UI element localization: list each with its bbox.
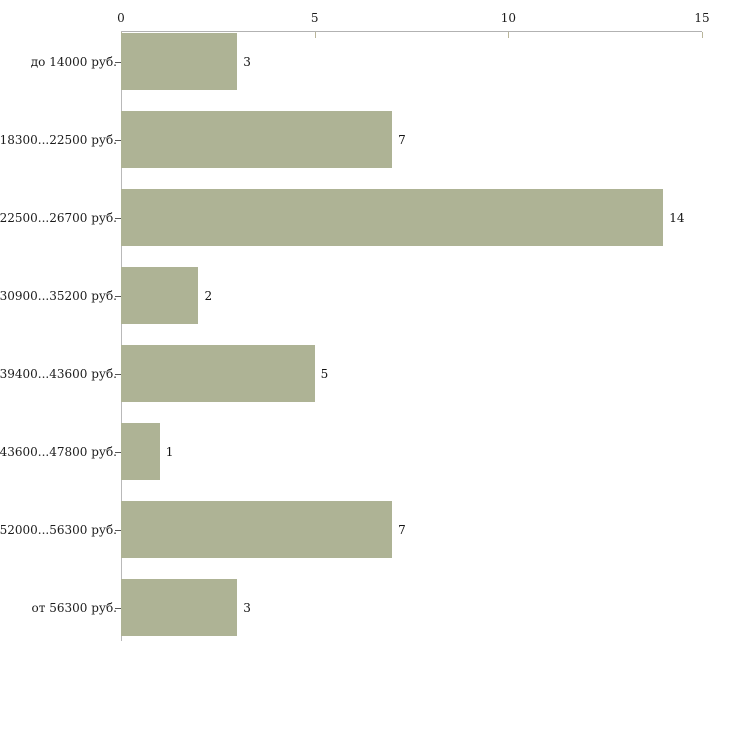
bar bbox=[121, 33, 238, 90]
y-category-label: 22500...26700 руб. bbox=[0, 210, 117, 225]
y-category-label: 52000...56300 руб. bbox=[0, 522, 117, 537]
x-tick-label: 15 bbox=[694, 11, 710, 25]
y-category-label: 39400...43600 руб. bbox=[0, 366, 117, 381]
bar bbox=[121, 423, 160, 480]
y-tick-mark bbox=[115, 139, 121, 141]
x-axis-line bbox=[121, 31, 702, 32]
bar-value-label: 2 bbox=[204, 288, 213, 303]
x-tick-label: 10 bbox=[500, 11, 516, 25]
y-tick-mark bbox=[115, 451, 121, 453]
y-tick-mark bbox=[115, 295, 121, 297]
y-category-label: от 56300 руб. bbox=[31, 600, 117, 615]
bar-value-label: 14 bbox=[669, 210, 685, 225]
bar-value-label: 7 bbox=[398, 132, 406, 147]
y-category-label: 18300...22500 руб. bbox=[0, 132, 117, 147]
bar bbox=[121, 111, 393, 168]
bar bbox=[121, 345, 315, 402]
x-tick-mark bbox=[508, 32, 510, 38]
y-tick-mark bbox=[115, 217, 121, 219]
y-category-label: 30900...35200 руб. bbox=[0, 288, 117, 303]
bar-value-label: 1 bbox=[165, 444, 174, 459]
bar-value-label: 3 bbox=[243, 54, 251, 69]
x-tick-label: 0 bbox=[117, 11, 125, 25]
y-axis-line bbox=[121, 31, 122, 641]
y-tick-mark bbox=[115, 61, 121, 63]
bar-value-label: 5 bbox=[320, 366, 329, 381]
bar bbox=[121, 189, 664, 246]
x-tick-mark bbox=[314, 32, 316, 38]
bar bbox=[121, 267, 199, 324]
bar bbox=[121, 579, 238, 636]
x-tick-mark bbox=[702, 32, 703, 38]
bar-value-label: 7 bbox=[398, 522, 406, 537]
x-tick-label: 5 bbox=[310, 11, 319, 25]
y-category-label: до 14000 руб. bbox=[30, 54, 117, 69]
y-tick-mark bbox=[115, 607, 121, 609]
bar bbox=[121, 501, 393, 558]
y-category-label: 43600...47800 руб. bbox=[0, 444, 117, 459]
y-tick-mark bbox=[115, 529, 121, 531]
y-tick-mark bbox=[115, 373, 121, 375]
bar-value-label: 3 bbox=[243, 600, 251, 615]
